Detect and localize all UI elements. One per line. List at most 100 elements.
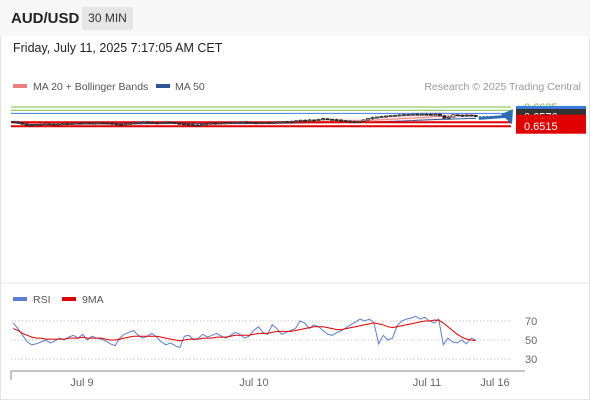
candle-body xyxy=(145,121,150,124)
ma50-legend-swatch xyxy=(156,84,170,88)
candle-body xyxy=(285,121,290,124)
instrument-title: AUD/USD xyxy=(11,10,80,27)
candle-body xyxy=(217,122,222,125)
candle-body xyxy=(60,123,65,126)
ma50-legend-label: MA 50 xyxy=(175,81,205,93)
candle-body xyxy=(271,121,276,124)
candle-body xyxy=(303,119,308,122)
rsi-tick-50: 50 xyxy=(525,335,537,347)
candle-body xyxy=(15,121,20,124)
candle-body xyxy=(87,122,92,125)
candle-body xyxy=(163,121,168,124)
candle-body xyxy=(235,121,240,124)
candle-body xyxy=(433,113,438,116)
candle-body xyxy=(357,121,362,123)
candle-body xyxy=(83,122,88,125)
candle-body xyxy=(294,120,299,123)
candle-body xyxy=(258,122,263,125)
candle-body xyxy=(276,121,281,124)
candle-body xyxy=(307,119,312,122)
candle-body xyxy=(428,113,433,116)
candle-body xyxy=(451,114,456,118)
candle-body xyxy=(370,117,375,120)
candle-body xyxy=(150,122,155,124)
candle-body xyxy=(33,124,38,126)
candle-body xyxy=(154,122,159,125)
candle-body xyxy=(114,123,119,126)
candle-body xyxy=(190,124,195,126)
candle-body xyxy=(74,122,79,125)
candle-body xyxy=(110,122,115,125)
candle-body xyxy=(410,113,415,116)
candle-body xyxy=(388,115,393,118)
candle-body xyxy=(325,118,330,121)
candle-body xyxy=(226,122,231,125)
level-tag-0.6515 xyxy=(516,118,586,134)
candle-body xyxy=(316,119,321,121)
x-tick-label: Jul 16 xyxy=(480,377,509,389)
candle-body xyxy=(11,121,16,123)
candle-body xyxy=(446,116,451,119)
candle-body xyxy=(56,123,61,126)
candle-body xyxy=(361,119,366,122)
candle-body xyxy=(92,122,97,125)
candle-body xyxy=(24,123,29,126)
rsi-ma-legend-swatch xyxy=(62,297,76,301)
candle-body xyxy=(204,123,209,126)
x-tick-label: Jul 9 xyxy=(70,377,93,389)
candle-body xyxy=(280,121,285,124)
header-bar: AUD/USD 30 MIN xyxy=(0,0,590,36)
candle-body xyxy=(159,122,164,125)
date-line: Friday, July 11, 2025 7:17:05 AM CET xyxy=(13,41,223,55)
candle-body xyxy=(397,114,402,117)
candle-body xyxy=(123,123,128,126)
candle-body xyxy=(348,120,353,123)
rsi-tick-70: 70 xyxy=(525,316,537,328)
candle-body xyxy=(442,115,447,119)
candle-body xyxy=(312,119,317,122)
candle-body xyxy=(455,114,460,117)
candle-body xyxy=(208,122,213,125)
candle-body xyxy=(406,114,411,116)
candle-body xyxy=(42,123,47,126)
candle-body xyxy=(136,121,141,124)
candle-body xyxy=(105,122,110,125)
candle-body xyxy=(289,121,294,123)
candle-body xyxy=(437,113,442,117)
candle-body xyxy=(352,121,357,124)
candle-body xyxy=(240,121,245,124)
candle-body xyxy=(298,119,303,122)
rsi-ma-line xyxy=(13,319,476,342)
candle-body xyxy=(231,122,236,124)
candle-body xyxy=(415,113,420,116)
candle-body xyxy=(343,120,348,122)
candle-body xyxy=(392,114,397,117)
candle-body xyxy=(249,121,254,124)
candle-body xyxy=(222,122,227,125)
rsi-legend-label: RSI xyxy=(33,294,51,306)
candle-body xyxy=(365,118,370,121)
candle-body xyxy=(213,122,218,125)
candle-body xyxy=(244,121,249,124)
rsi-line xyxy=(12,315,476,349)
candle-body xyxy=(186,123,191,126)
candle-body xyxy=(424,113,429,116)
candle-body xyxy=(401,114,406,117)
candle-body xyxy=(460,114,465,117)
candle-body xyxy=(177,122,182,125)
candle-body xyxy=(20,122,25,125)
candle-body xyxy=(172,122,177,124)
candle-body xyxy=(51,123,56,126)
forecast-arrow-shaft xyxy=(478,114,509,120)
candle-body xyxy=(195,124,200,127)
copyright-text: Research © 2025 Trading Central xyxy=(424,81,581,93)
rsi-legend-swatch xyxy=(13,297,27,301)
candle-body xyxy=(47,123,52,126)
candle-body xyxy=(253,122,258,125)
candle-body xyxy=(464,114,469,117)
timeframe-button[interactable]: 30 MIN xyxy=(82,7,133,30)
candle-body xyxy=(38,123,43,126)
x-tick-label: Jul 10 xyxy=(239,377,268,389)
candle-body xyxy=(119,124,124,126)
